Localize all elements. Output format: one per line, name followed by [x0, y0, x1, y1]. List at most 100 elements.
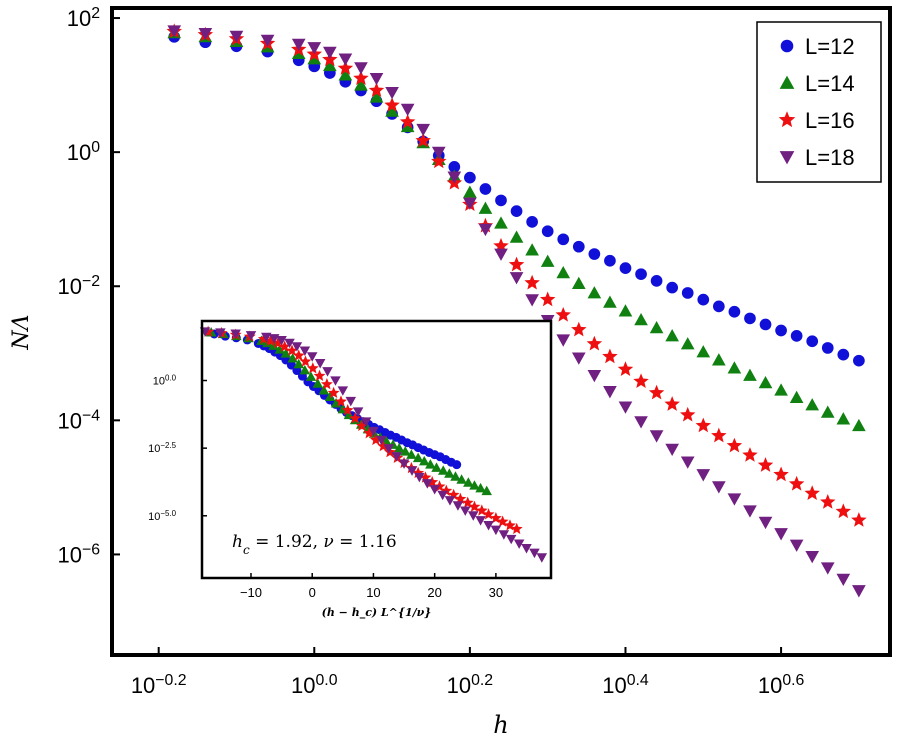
main-point-L=12-37	[806, 335, 819, 348]
inset-point-L=18-16	[352, 407, 364, 417]
main-point-L=18-9	[369, 72, 384, 86]
main-point-L=16-33	[742, 447, 758, 462]
main-point-L=18-25	[618, 401, 633, 414]
main-point-L=18-34	[758, 516, 773, 530]
main-point-L=18-36	[789, 539, 804, 552]
inset-point-L=18-21	[391, 452, 402, 462]
legend-items: L=12 L=14 L=16 L=18	[778, 34, 855, 170]
inset-point-L=14-29	[412, 452, 424, 463]
inset-point-L=16-10	[299, 355, 312, 367]
inset-point-L=18-9	[299, 346, 311, 357]
inset-point-L=18-34	[490, 525, 502, 536]
main-point-L=14-10	[385, 104, 399, 117]
inset-point-L=16-39	[504, 519, 516, 531]
main-data-points	[166, 23, 867, 598]
inset-point-L=14-26	[393, 442, 405, 453]
main-point-L=14-19	[525, 243, 539, 256]
main-point-L=18-18	[509, 272, 524, 285]
main-point-L=18-2	[229, 30, 244, 43]
main-point-L=16-13	[431, 153, 447, 169]
main-x-axis-label: h	[493, 711, 508, 739]
main-point-L=18-1	[198, 28, 213, 41]
main-point-L=14-15	[463, 185, 477, 198]
main-point-L=18-28	[665, 443, 679, 456]
inset-point-L=16-40	[510, 522, 523, 535]
main-point-L=14-34	[758, 375, 773, 389]
main-point-L=14-29	[680, 337, 695, 350]
main-plot: 10−0.2 100.0 100.2 100.4 100.6 10210010−210−…	[9, 5, 892, 739]
main-point-L=12-14	[448, 161, 461, 173]
inset-y-tick-label: 10−2.5	[148, 441, 176, 456]
main-point-L=16-27	[648, 384, 665, 400]
inset-point-L=16-26	[412, 466, 425, 479]
legend-label-L=18: L=18	[805, 145, 855, 170]
inset-point-L=16-16	[341, 404, 354, 416]
inset-point-L=14-12	[305, 371, 317, 381]
main-x-tick-label: 100.0	[291, 672, 338, 699]
main-point-L=14-6	[323, 58, 337, 72]
inset-point-L=18-3	[245, 331, 257, 341]
inset-point-L=14-39	[475, 482, 486, 493]
inset-point-L=18-31	[467, 511, 479, 521]
inset-point-L=18-26	[429, 485, 440, 495]
inset-point-L=18-18	[368, 426, 379, 437]
main-point-L=16-23	[586, 335, 603, 351]
inset-point-L=14-28	[406, 449, 417, 459]
main-point-L=14-20	[540, 254, 555, 267]
main-point-L=14-35	[774, 383, 788, 396]
main-point-L=18-26	[634, 416, 648, 429]
main-point-L=12-34	[759, 318, 772, 331]
main-point-L=16-7	[337, 60, 354, 75]
main-point-L=16-38	[820, 494, 836, 509]
inset-point-L=18-11	[314, 359, 326, 369]
main-point-L=16-24	[602, 348, 618, 364]
main-point-L=14-31	[712, 353, 726, 366]
inset-point-L=14-37	[463, 477, 474, 487]
inset-point-L=14-30	[419, 455, 430, 466]
main-y-axis-label: NΛ	[9, 314, 34, 350]
inset-x-tick-label: 20	[427, 585, 441, 600]
inset-x-tick-label: 0	[309, 585, 316, 600]
main-point-L=14-30	[696, 345, 711, 358]
inset-point-L=18-12	[322, 367, 333, 377]
inset-point-L=16-22	[384, 445, 396, 458]
main-point-L=16-30	[695, 417, 712, 433]
main-point-L=18-6	[323, 46, 337, 60]
inset-x-tick-label: 30	[489, 585, 503, 600]
main-point-L=16-19	[524, 274, 540, 290]
main-point-L=12-28	[666, 281, 679, 294]
main-x-tick-label: 100.6	[758, 672, 805, 699]
inset-point-L=18-39	[529, 548, 540, 559]
inset-point-L=18-19	[376, 435, 387, 446]
main-point-L=18-33	[743, 505, 757, 518]
main-point-L=12-25	[619, 262, 632, 274]
main-point-L=14-28	[665, 329, 679, 342]
inset-point-L=14-10	[293, 358, 304, 369]
inset-point-L=14-33	[437, 465, 449, 475]
main-point-L=12-20	[541, 225, 554, 238]
inset-point-L=16-12	[313, 369, 326, 381]
inset-point-L=16-21	[377, 440, 390, 452]
inset-point-L=18-13	[330, 376, 341, 386]
main-y-tick-label: 10−2	[57, 273, 100, 300]
legend-frame	[756, 21, 882, 183]
main-y-tick-label: 102	[67, 5, 100, 32]
inset-point-L=16-7	[278, 340, 291, 352]
main-point-L=16-18	[508, 256, 525, 272]
main-point-L=12-36	[790, 330, 803, 342]
main-point-L=16-40	[851, 512, 867, 527]
main-point-L=18-8	[354, 62, 368, 75]
main-point-L=16-8	[353, 70, 369, 85]
inset-point-L=12-40	[452, 460, 462, 470]
inset-point-L=18-35	[498, 530, 510, 540]
main-point-L=16-32	[726, 437, 743, 453]
inset-plot-frame	[200, 319, 553, 580]
main-point-L=12-18	[510, 205, 523, 218]
main-point-L=14-8	[354, 78, 368, 91]
main-x-ticks: 10−0.2 100.0 100.2 100.4 100.6	[131, 647, 805, 698]
main-point-L=18-19	[525, 294, 539, 307]
main-point-L=16-22	[571, 321, 587, 337]
inset-point-L=16-34	[468, 500, 481, 512]
main-point-L=12-29	[681, 287, 694, 299]
main-point-L=12-32	[728, 305, 741, 318]
